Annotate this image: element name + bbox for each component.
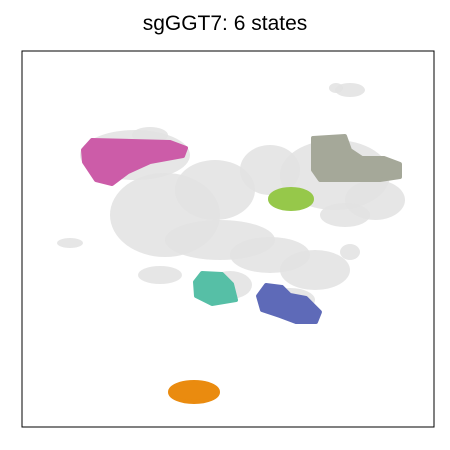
background-cell-region-13 bbox=[340, 244, 360, 260]
state-5-cluster bbox=[256, 283, 322, 324]
background-cells bbox=[57, 83, 405, 312]
background-cell-region-2 bbox=[175, 160, 255, 220]
state-3-cluster bbox=[268, 187, 314, 211]
state-1-cluster bbox=[81, 138, 188, 186]
background-cell-region-12 bbox=[280, 250, 350, 290]
background-cell-region-6 bbox=[320, 203, 370, 227]
background-cell-region-14 bbox=[138, 266, 182, 284]
state-2-cluster bbox=[311, 134, 402, 182]
state-4-cluster bbox=[193, 271, 238, 306]
background-cell-region-9 bbox=[132, 127, 168, 143]
background-cell-region-8 bbox=[329, 83, 343, 93]
state-6-cluster bbox=[168, 380, 220, 404]
chart-title: sgGGT7: 6 states bbox=[142, 12, 308, 35]
plot-frame bbox=[21, 50, 435, 428]
background-cell-region-15 bbox=[57, 238, 83, 248]
state-clusters bbox=[81, 134, 402, 404]
